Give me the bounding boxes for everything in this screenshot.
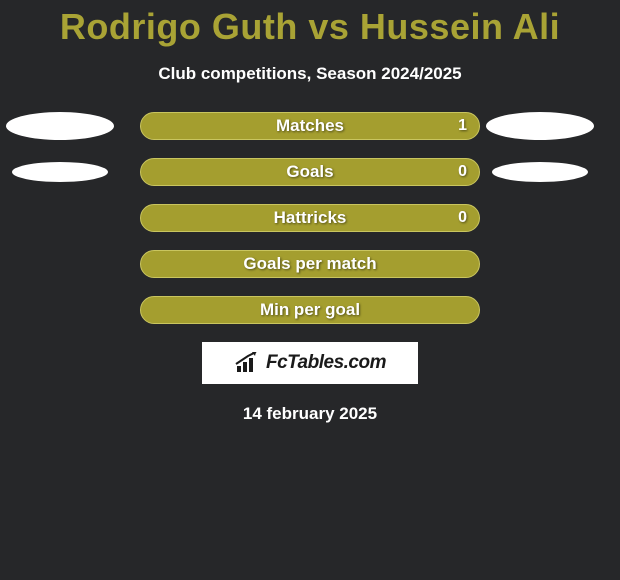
stat-label: Goals bbox=[141, 159, 479, 185]
subtitle: Club competitions, Season 2024/2025 bbox=[0, 64, 620, 84]
stat-row: Hattricks0 bbox=[140, 204, 480, 232]
logo-text: FcTables.com bbox=[266, 352, 386, 374]
side-ellipse-right bbox=[492, 162, 588, 182]
stat-bar: Goals per match bbox=[140, 250, 480, 278]
stat-bar: Matches1 bbox=[140, 112, 480, 140]
stat-value-right: 0 bbox=[458, 205, 467, 231]
logo-box: FcTables.com bbox=[202, 342, 418, 384]
player2-name: Hussein Ali bbox=[360, 6, 560, 47]
date-text: 14 february 2025 bbox=[0, 404, 620, 424]
stat-label: Goals per match bbox=[141, 251, 479, 277]
chart-icon bbox=[234, 352, 262, 374]
stat-bar: Min per goal bbox=[140, 296, 480, 324]
stat-bar: Goals0 bbox=[140, 158, 480, 186]
stats-rows: Matches1Goals0Hattricks0Goals per matchM… bbox=[0, 112, 620, 324]
stat-row: Goals0 bbox=[140, 158, 480, 186]
side-ellipse-left bbox=[12, 162, 108, 182]
comparison-title: Rodrigo Guth vs Hussein Ali bbox=[0, 0, 620, 50]
stat-label: Min per goal bbox=[141, 297, 479, 323]
vs-text: vs bbox=[308, 6, 349, 47]
stat-label: Hattricks bbox=[141, 205, 479, 231]
stat-row: Goals per match bbox=[140, 250, 480, 278]
player1-name: Rodrigo Guth bbox=[60, 6, 298, 47]
side-ellipse-right bbox=[486, 112, 594, 140]
stat-value-right: 1 bbox=[458, 113, 467, 139]
stat-label: Matches bbox=[141, 113, 479, 139]
stat-bar: Hattricks0 bbox=[140, 204, 480, 232]
stat-row: Min per goal bbox=[140, 296, 480, 324]
side-ellipse-left bbox=[6, 112, 114, 140]
stat-row: Matches1 bbox=[140, 112, 480, 140]
stat-value-right: 0 bbox=[458, 159, 467, 185]
